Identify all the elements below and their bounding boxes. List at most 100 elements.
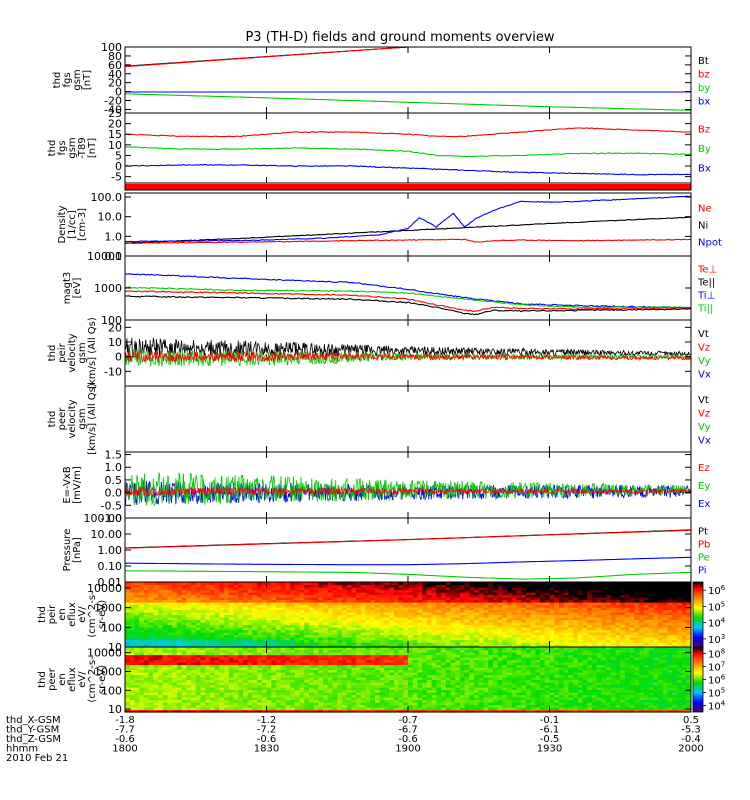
heatmap-cell <box>252 639 258 643</box>
heatmap-cell <box>228 592 235 596</box>
heatmap-cell <box>233 609 239 613</box>
heatmap-cell <box>610 587 617 591</box>
heatmap-cell <box>681 619 687 623</box>
heatmap-cell <box>139 597 145 601</box>
heatmap-cell <box>672 689 678 693</box>
heatmap-cell <box>624 697 631 701</box>
heatmap-cell <box>195 689 202 693</box>
heatmap-cell <box>252 642 258 646</box>
heatmap-cell <box>431 697 437 701</box>
heatmap-cell <box>384 677 390 681</box>
heatmap-cell <box>224 607 230 611</box>
heatmap-cell <box>445 709 452 713</box>
heatmap-cell <box>228 642 235 646</box>
heatmap-cell <box>525 674 532 678</box>
heatmap-cell <box>601 692 607 696</box>
heatmap-cell <box>620 644 626 648</box>
heatmap-cell <box>304 597 310 601</box>
heatmap-cell <box>497 642 503 646</box>
heatmap-cell <box>351 602 357 606</box>
heatmap-cell <box>422 622 428 626</box>
heatmap-cell <box>191 629 197 633</box>
heatmap-cell <box>299 619 305 623</box>
heatmap-cell <box>681 607 687 611</box>
heatmap-cell <box>205 587 211 591</box>
heatmap-cell <box>238 677 244 681</box>
heatmap-cell <box>285 584 291 588</box>
heatmap-cell <box>455 697 461 701</box>
heatmap-cell <box>153 627 159 631</box>
heatmap-cell <box>408 612 414 616</box>
heatmap-cell <box>271 582 277 586</box>
heatmap-cell <box>530 639 536 643</box>
heatmap-cell <box>478 699 485 703</box>
heatmap-cell <box>672 634 678 638</box>
heatmap-cell <box>474 589 480 593</box>
heatmap-cell <box>261 692 268 696</box>
heatmap-cell <box>252 692 258 696</box>
heatmap-cell <box>620 604 626 608</box>
heatmap-cell <box>125 637 131 641</box>
heatmap-cell <box>346 622 352 626</box>
heatmap-cell <box>445 694 452 698</box>
heatmap-cell <box>450 677 456 681</box>
heatmap-cell <box>530 702 536 706</box>
heatmap-cell <box>228 637 235 641</box>
heatmap-cell <box>153 674 159 678</box>
heatmap-cell <box>464 594 470 598</box>
heatmap-cell <box>450 692 456 696</box>
heatmap-cell <box>657 689 664 693</box>
heatmap-cell <box>601 604 607 608</box>
heatmap-cell <box>143 612 150 616</box>
heatmap-cell <box>134 622 140 626</box>
heatmap-cell <box>563 619 569 623</box>
heatmap-cell <box>653 702 659 706</box>
heatmap-cell <box>393 607 400 611</box>
heatmap-cell <box>191 584 197 588</box>
heatmap-cell <box>554 607 560 611</box>
heatmap-cell <box>153 607 159 611</box>
heatmap-cell <box>351 694 357 698</box>
heatmap-cell <box>341 697 348 701</box>
heatmap-cell <box>389 622 395 626</box>
heatmap-cell <box>389 642 395 646</box>
heatmap-cell <box>573 597 579 601</box>
heatmap-cell <box>648 612 654 616</box>
heatmap-cell <box>323 619 329 623</box>
heatmap-cell <box>209 594 216 598</box>
heatmap-cell <box>672 609 678 613</box>
heatmap-cell <box>549 609 555 613</box>
heatmap-cell <box>624 619 631 623</box>
heatmap-cell <box>639 634 645 638</box>
heatmap-cell <box>290 677 296 681</box>
heatmap-cell <box>445 644 452 648</box>
heatmap-cell <box>507 609 513 613</box>
heatmap-cell <box>573 584 579 588</box>
heatmap-cell <box>587 694 593 698</box>
heatmap-cell <box>525 597 532 601</box>
heatmap-cell <box>403 639 409 643</box>
heatmap-cell <box>308 592 315 596</box>
heatmap-cell <box>125 622 131 626</box>
heatmap-cell <box>422 624 428 628</box>
heatmap-cell <box>172 702 178 706</box>
heatmap-cell <box>304 672 310 676</box>
heatmap-cell <box>238 637 244 641</box>
heatmap-cell <box>341 619 348 623</box>
heatmap-cell <box>629 582 635 586</box>
heatmap-cell <box>125 584 131 588</box>
heatmap-cell <box>639 697 645 701</box>
heatmap-cell <box>540 677 546 681</box>
heatmap-cell <box>172 692 178 696</box>
heatmap-cell <box>172 582 178 586</box>
heatmap-cell <box>346 637 352 641</box>
heatmap-cell <box>205 689 211 693</box>
heatmap-cell <box>474 594 480 598</box>
heatmap-cell <box>535 612 541 616</box>
heatmap-cell <box>153 619 159 623</box>
heatmap-cell <box>384 679 390 683</box>
heatmap-cell <box>408 689 414 693</box>
heatmap-cell <box>441 697 447 701</box>
heatmap-cell <box>507 597 513 601</box>
heatmap-cell <box>497 699 503 703</box>
